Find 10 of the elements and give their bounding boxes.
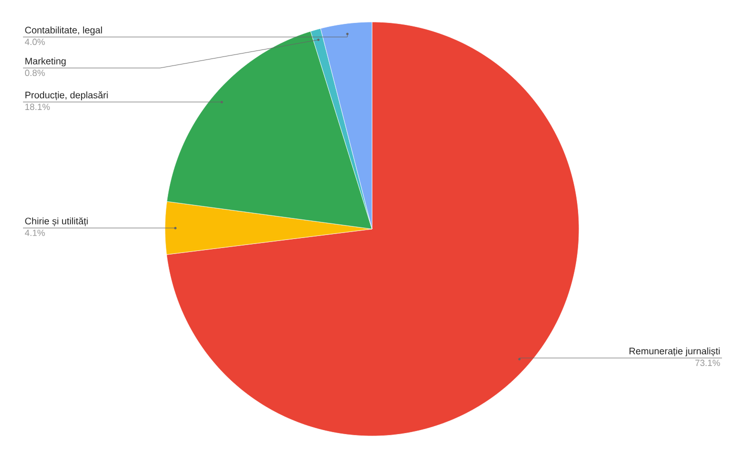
data-label: 4.1% [24,230,45,236]
data-label: 0.8% [25,70,45,76]
slice-label: Contabilitate, legal [25,26,102,36]
data-label: 4.0% [24,38,45,46]
slice-label: Producție, deplasări [25,91,108,100]
data-label: 73.1% [695,360,720,366]
slice-label: Marketing [25,57,66,66]
slice-label: Chirie și utilități [25,217,88,226]
data-label: 18.1% [25,104,50,110]
slice-label: Remunerație jurnaliști [630,347,720,356]
